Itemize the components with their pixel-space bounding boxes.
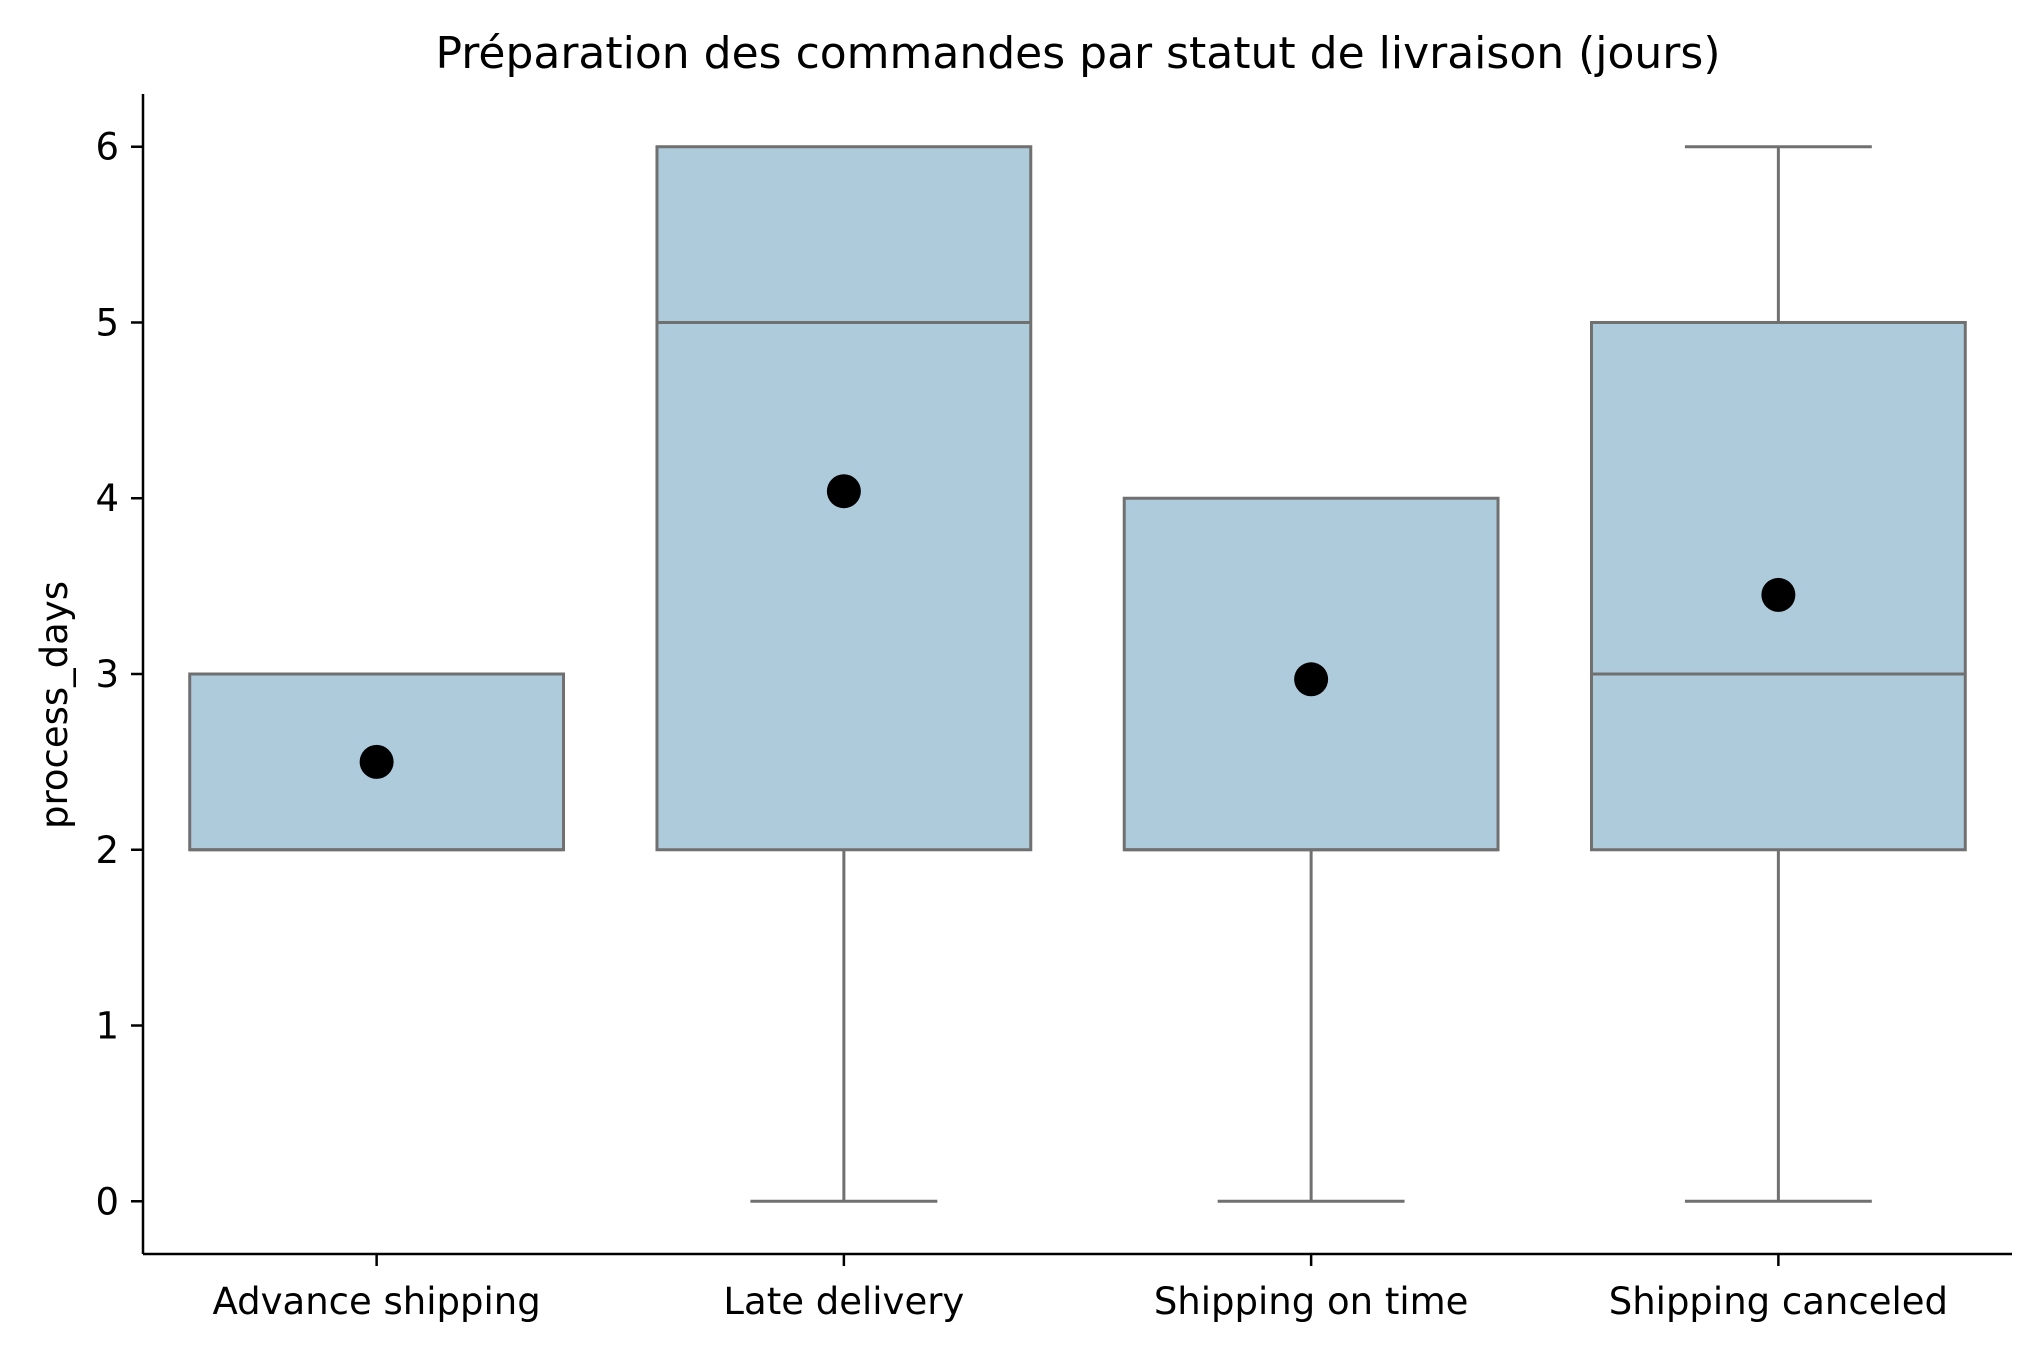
mean-marker bbox=[1294, 662, 1329, 697]
y-tick-label: 4 bbox=[95, 477, 119, 520]
y-tick-label: 3 bbox=[95, 653, 119, 696]
y-tick-label: 1 bbox=[95, 1005, 119, 1048]
y-axis-ticks: 0 1 2 3 4 5 6 bbox=[95, 126, 143, 1223]
box-group bbox=[188, 672, 566, 852]
x-tick-label: Shipping on time bbox=[1154, 1280, 1469, 1323]
y-tick-label: 6 bbox=[95, 126, 119, 169]
mean-marker bbox=[826, 474, 861, 509]
y-axis-label: process_days bbox=[33, 581, 76, 829]
box-group bbox=[655, 145, 1033, 1203]
mean-marker bbox=[1761, 577, 1796, 612]
x-tick-label: Shipping canceled bbox=[1609, 1280, 1948, 1323]
y-tick-label: 0 bbox=[95, 1180, 119, 1223]
y-tick-label: 2 bbox=[95, 829, 119, 872]
y-tick-label: 5 bbox=[95, 301, 119, 344]
chart-title: Préparation des commandes par statut de … bbox=[435, 28, 1720, 79]
box-group bbox=[1589, 145, 1967, 1203]
plot-area bbox=[188, 145, 1967, 1203]
x-tick-label: Advance shipping bbox=[213, 1280, 541, 1323]
x-axis-ticks: Advance shipping Late delivery Shipping on… bbox=[213, 1254, 1948, 1323]
mean-marker bbox=[359, 744, 394, 779]
box-group bbox=[1122, 496, 1500, 1203]
x-tick-label: Late delivery bbox=[723, 1280, 964, 1323]
